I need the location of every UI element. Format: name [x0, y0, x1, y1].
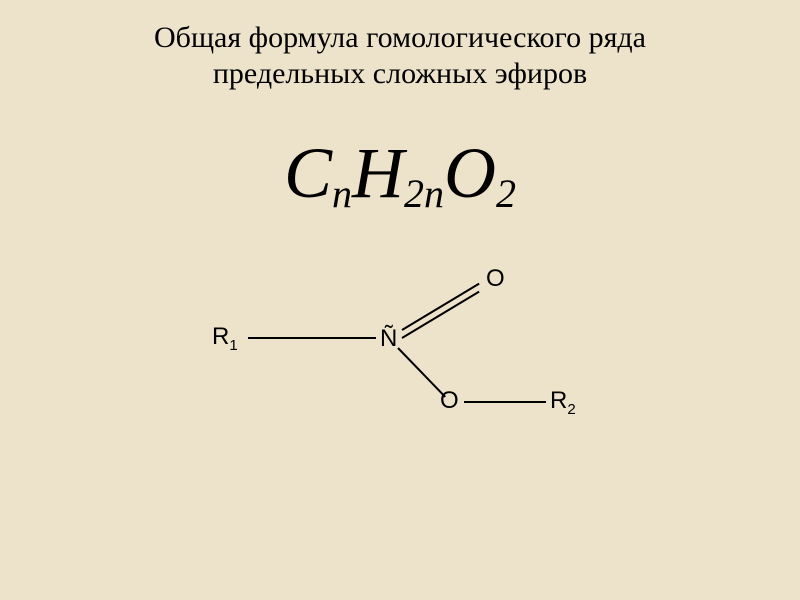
title-line-2: предельных сложных эфиров: [213, 57, 587, 90]
bond-4: [464, 401, 546, 403]
bond-2: [401, 291, 479, 339]
slide-container: Общая формула гомологического ряда преде…: [0, 0, 800, 600]
bond-0: [248, 337, 376, 339]
bond-1: [401, 283, 479, 331]
atom-r2: R2: [550, 387, 576, 418]
formula-o-sub: 2: [496, 171, 516, 216]
atom-r1: R1: [212, 323, 238, 354]
formula-c: C: [284, 133, 332, 213]
atom-o_top: O: [486, 265, 505, 293]
formula-c-sub: n: [332, 171, 352, 216]
title-line-1: Общая формула гомологического ряда: [154, 21, 646, 54]
atom-center: Ñ: [380, 325, 397, 353]
structural-formula: R1 Ñ O O R2: [210, 265, 590, 465]
formula-h-sub: 2n: [404, 171, 444, 216]
molecular-formula: CnH2nO2: [40, 132, 760, 215]
atom-o_bottom: O: [440, 387, 459, 415]
formula-h: H: [352, 133, 404, 213]
slide-title: Общая формула гомологического ряда преде…: [40, 20, 760, 92]
bond-3: [397, 347, 446, 397]
formula-o: O: [444, 133, 496, 213]
